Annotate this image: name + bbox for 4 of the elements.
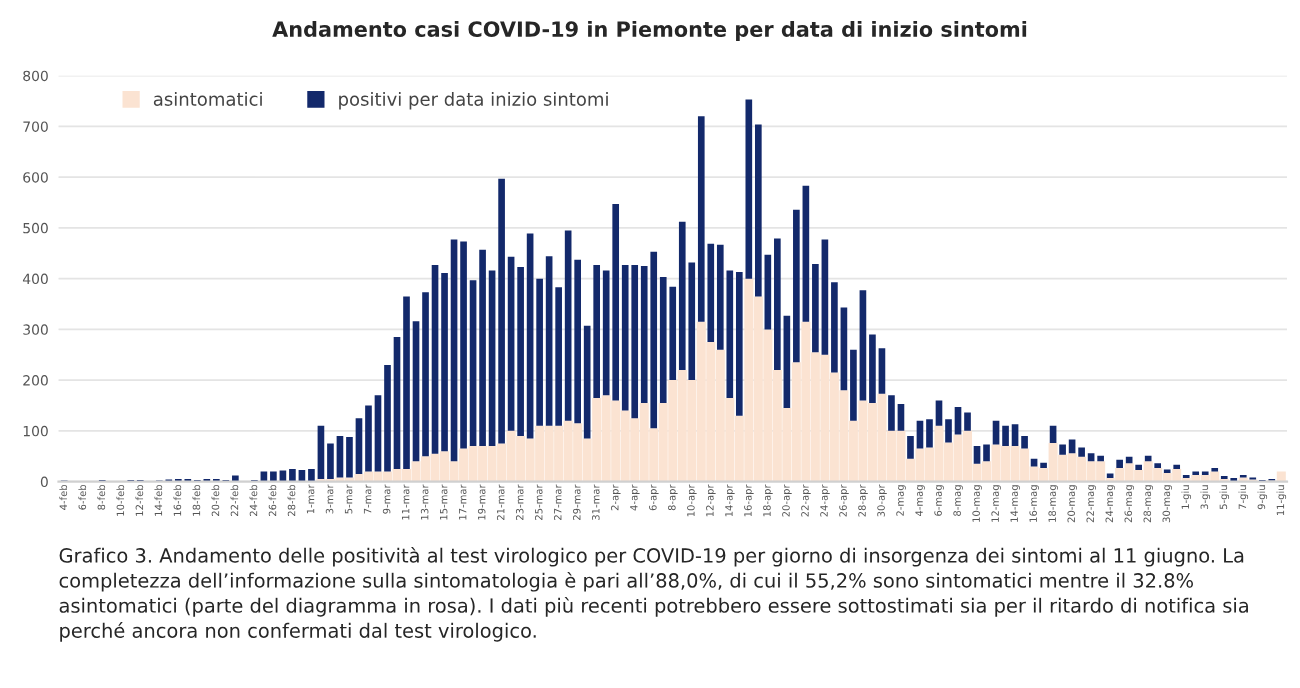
text: Grafico 3. Andamento delle positività al test virologico per COVID-19 per giorno di insorgenza dei sintomi al 11 giugno. La completezza dell’informazione sulla sintomatologia è pari all’88,0%, di cui il 55,2% sono sintomatici mentre il 32.8% asintomatici (parte del diagramma in rosa). I dati più recenti potrebbero essere sottostimati sia per il ritardo di notifica sia perché ancora non confermati dal test virologico. bbox=[59, 546, 1248, 642]
legend-label: positivi per data inizio sintomi bbox=[339, 91, 608, 110]
legend-label: asintomatici bbox=[153, 91, 262, 106]
chart-title: Andamento casi COVID-19 in Piemonte per data di inizio sintomi bbox=[272, 20, 1027, 42]
